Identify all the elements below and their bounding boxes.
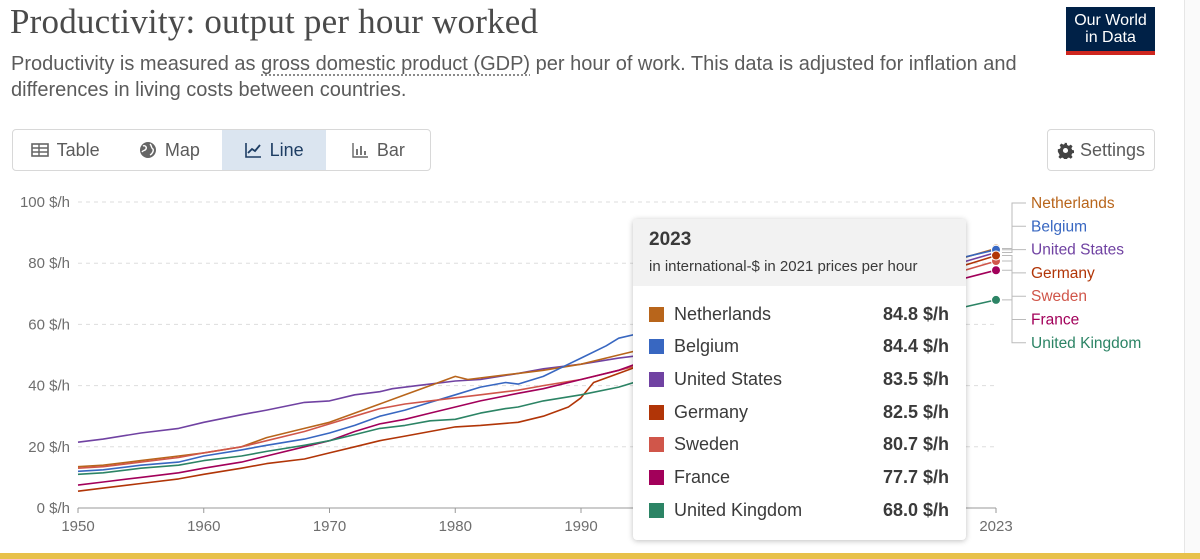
- series-end-point: [991, 294, 1001, 305]
- page-title: Productivity: output per hour worked: [10, 2, 539, 41]
- settings-button[interactable]: Settings: [1047, 129, 1155, 171]
- legend-connector: [1002, 202, 1026, 250]
- tooltip-swatch: [649, 470, 664, 485]
- y-tick-label: 100 $/h: [20, 194, 70, 211]
- tooltip-country: United Kingdom: [674, 499, 803, 520]
- view-tabs: Table Map Line Bar: [12, 129, 431, 171]
- x-tick-label: 1970: [313, 518, 346, 535]
- gear-icon: [1057, 142, 1074, 159]
- tab-line[interactable]: Line: [221, 130, 326, 170]
- legend-connector: [1002, 249, 1026, 253]
- owid-logo[interactable]: Our World in Data: [1066, 7, 1155, 55]
- tooltip-swatch: [649, 437, 664, 453]
- x-tick-label: 1990: [564, 518, 597, 535]
- tooltip-row: Netherlands 84.8 $/h: [649, 302, 949, 326]
- chart-tooltip: 2023 in international-$ in 2021 prices p…: [633, 219, 966, 540]
- tooltip-swatch: [649, 371, 664, 387]
- page-subtitle: Productivity is measured as gross domest…: [11, 51, 1051, 103]
- tooltip-swatch: [649, 306, 664, 322]
- legend-label-france: France: [1031, 312, 1079, 329]
- y-tick-label: 40 $/h: [28, 378, 70, 395]
- tab-map-label: Map: [164, 139, 200, 160]
- tooltip-row: France 77.7 $/h: [649, 466, 949, 490]
- series-line-france: [77, 269, 997, 486]
- legend-label-belgium: Belgium: [1031, 218, 1087, 235]
- x-tick-label: 1980: [439, 518, 472, 535]
- series-end-point: [991, 250, 1001, 261]
- logo-line-1: Our World: [1074, 12, 1147, 29]
- tooltip-row: Sweden 80.7 $/h: [649, 433, 949, 457]
- tooltip-country: United States: [674, 368, 783, 389]
- tooltip-value: 68.0 $/h: [882, 499, 949, 520]
- tooltip-value: 82.5 $/h: [882, 401, 949, 422]
- legend-label-sweden: Sweden: [1031, 288, 1087, 305]
- subtitle-text-end: per hour of work. This data is adjusted …: [11, 53, 1017, 101]
- tooltip-value: 83.5 $/h: [882, 368, 949, 389]
- tooltip-country: Netherlands: [674, 303, 772, 324]
- tab-table[interactable]: Table: [13, 130, 117, 170]
- x-tick-label: 1950: [61, 518, 94, 535]
- gdp-definition-link[interactable]: gross domestic product (GDP): [261, 53, 531, 75]
- bottom-accent-bar: [0, 553, 1200, 559]
- legend-label-germany: Germany: [1031, 265, 1095, 282]
- legend-connector: [1002, 260, 1026, 297]
- settings-label: Settings: [1079, 139, 1146, 160]
- legend-connector: [1002, 225, 1026, 251]
- tooltip-row: Germany 82.5 $/h: [649, 400, 949, 424]
- tooltip-swatch: [649, 404, 664, 420]
- tooltip-country: Sweden: [674, 434, 740, 455]
- tooltip-country: Germany: [674, 401, 749, 422]
- tooltip-value: 77.7 $/h: [882, 467, 949, 487]
- tooltip-country: France: [674, 467, 731, 487]
- logo-line-2: in Data: [1085, 29, 1136, 46]
- bar-chart-icon: [352, 143, 368, 158]
- legend-label-netherlands: Netherlands: [1031, 195, 1115, 212]
- tooltip-value: 80.7 $/h: [882, 434, 949, 455]
- series-end-point: [991, 265, 1001, 276]
- series-line-belgium: [77, 248, 997, 473]
- x-tick-label: 2023: [979, 518, 1012, 535]
- globe-icon: [139, 142, 156, 158]
- tab-bar[interactable]: Bar: [326, 130, 430, 170]
- series-line-sweden: [77, 260, 997, 469]
- tooltip-row: United Kingdom 68.0 $/h: [649, 498, 949, 522]
- series-line-germany: [77, 254, 997, 492]
- tooltip-header: 2023 in international-$ in 2021 prices p…: [633, 219, 966, 286]
- tooltip-year: 2023: [649, 229, 692, 250]
- tab-map[interactable]: Map: [117, 130, 221, 170]
- series-line-united-kingdom: [77, 299, 997, 476]
- tooltip-unit: in international-$ in 2021 prices per ho…: [649, 258, 918, 275]
- y-tick-label: 60 $/h: [28, 316, 70, 333]
- tooltip-swatch: [649, 502, 664, 518]
- legend-label-united-kingdom: United Kingdom: [1031, 335, 1141, 352]
- tooltip-country: Belgium: [674, 336, 740, 357]
- tab-line-label: Line: [269, 139, 304, 160]
- line-chart-icon: [244, 143, 261, 158]
- tooltip-value: 84.4 $/h: [882, 336, 949, 357]
- x-tick-label: 1960: [187, 518, 220, 535]
- tooltip-swatch: [649, 339, 664, 355]
- tab-bar-label: Bar: [376, 139, 405, 160]
- y-tick-label: 80 $/h: [28, 255, 70, 272]
- legend-label-united-states: United States: [1031, 242, 1124, 259]
- y-tick-label: 0 $/h: [37, 500, 70, 517]
- y-tick-label: 20 $/h: [28, 439, 70, 456]
- page-scrollbar[interactable]: [1184, 0, 1200, 559]
- tooltip-row: Belgium 84.4 $/h: [649, 335, 949, 359]
- tab-table-label: Table: [56, 139, 100, 160]
- tooltip-value: 84.8 $/h: [882, 303, 949, 324]
- legend-connector: [1002, 299, 1026, 344]
- table-icon: [30, 143, 49, 157]
- subtitle-text-start: Productivity is measured as: [11, 53, 262, 75]
- tooltip-row: United States 83.5 $/h: [649, 367, 949, 391]
- legend-connector: [1002, 269, 1026, 320]
